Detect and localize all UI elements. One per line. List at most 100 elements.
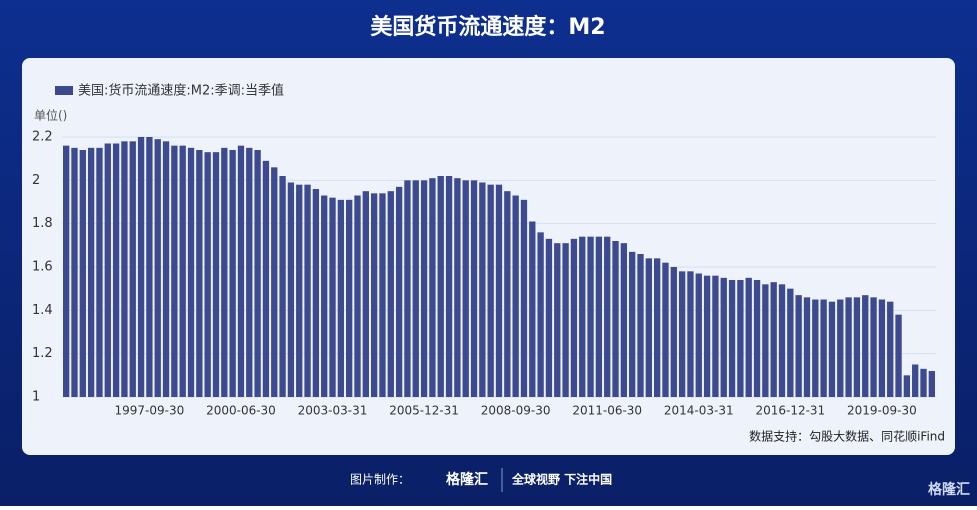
bar <box>870 297 877 397</box>
bar <box>737 280 744 397</box>
x-tick-label: 2011-06-30 <box>572 404 642 418</box>
y-tick-label: 1 <box>32 390 40 405</box>
bar <box>379 193 386 397</box>
x-tick-label: 2019-09-30 <box>847 404 917 418</box>
bar <box>79 150 86 397</box>
bar <box>187 147 195 397</box>
bar <box>296 184 303 397</box>
bar <box>770 282 777 397</box>
bar <box>529 221 536 397</box>
bar <box>887 301 894 397</box>
bar <box>329 197 336 397</box>
bar <box>645 258 652 397</box>
bar <box>346 199 353 397</box>
bar <box>196 150 203 397</box>
y-axis-label: 单位() <box>34 108 67 123</box>
bar <box>703 275 711 397</box>
bar <box>370 193 378 397</box>
bar <box>803 297 811 397</box>
bar <box>87 147 95 397</box>
bar <box>96 147 103 397</box>
bar <box>454 178 461 397</box>
bar <box>404 180 411 397</box>
bar <box>237 145 245 397</box>
bar <box>470 180 478 397</box>
bar <box>562 243 569 397</box>
bar <box>653 258 661 397</box>
x-tick-label: 1997-09-30 <box>115 404 185 418</box>
bar <box>787 288 794 397</box>
bar <box>928 371 936 397</box>
bar <box>878 299 886 397</box>
bar <box>312 189 320 397</box>
y-tick-label: 2.2 <box>32 130 53 145</box>
bar <box>254 150 261 397</box>
bar <box>212 152 220 397</box>
bar <box>520 199 528 397</box>
bar <box>828 301 836 397</box>
x-tick-label: 2016-12-31 <box>755 404 825 418</box>
bar <box>137 137 145 397</box>
bar <box>179 145 186 397</box>
bar <box>753 280 761 397</box>
x-tick-label: 2014-03-31 <box>664 404 734 418</box>
bar <box>579 236 586 397</box>
bar <box>695 273 702 397</box>
x-tick-label: 2000-06-30 <box>206 404 276 418</box>
y-tick-label: 2 <box>32 173 40 188</box>
chart-title: 美国货币流通速度：M2 <box>370 14 605 40</box>
bar <box>362 191 369 397</box>
bar <box>354 195 361 397</box>
bar <box>304 184 311 397</box>
bar <box>146 137 153 397</box>
bar <box>162 141 170 397</box>
bar <box>778 284 786 397</box>
bar <box>762 284 769 397</box>
bar <box>595 236 603 397</box>
bar <box>570 238 578 397</box>
bar <box>720 277 727 397</box>
y-tick-label: 1.2 <box>32 346 53 361</box>
bar <box>420 180 428 397</box>
bar <box>712 275 719 397</box>
bar <box>337 199 345 397</box>
bar <box>262 160 270 397</box>
bar <box>812 299 819 397</box>
bar <box>837 299 844 397</box>
bar <box>246 147 253 397</box>
bar <box>112 143 120 397</box>
bar <box>229 150 236 397</box>
bar <box>387 191 394 397</box>
bar <box>395 186 403 397</box>
bar <box>895 314 902 397</box>
x-tick-label: 2003-03-31 <box>298 404 368 418</box>
bar <box>537 232 544 397</box>
bar <box>637 254 644 397</box>
bar <box>412 180 419 397</box>
y-tick-label: 1.6 <box>32 260 53 275</box>
bar <box>612 241 619 397</box>
bar <box>445 176 453 397</box>
bar <box>745 277 752 397</box>
footer-made-by: 图片制作： <box>350 473 410 487</box>
bar <box>728 280 736 397</box>
x-tick-label: 2005-12-31 <box>389 404 459 418</box>
legend-swatch <box>55 86 73 95</box>
bar <box>154 139 161 397</box>
bar <box>271 167 278 397</box>
bar <box>903 375 911 397</box>
bar <box>554 243 561 397</box>
bar <box>845 297 852 397</box>
x-tick-label: 2008-09-30 <box>481 404 551 418</box>
bar <box>604 236 611 397</box>
bar <box>429 178 436 397</box>
y-tick-label: 1.8 <box>32 216 53 231</box>
bar <box>287 182 295 397</box>
bar <box>820 299 827 397</box>
bar <box>629 251 636 397</box>
bar <box>204 152 211 397</box>
bar <box>279 176 286 397</box>
bar <box>670 267 677 397</box>
bar <box>462 180 469 397</box>
